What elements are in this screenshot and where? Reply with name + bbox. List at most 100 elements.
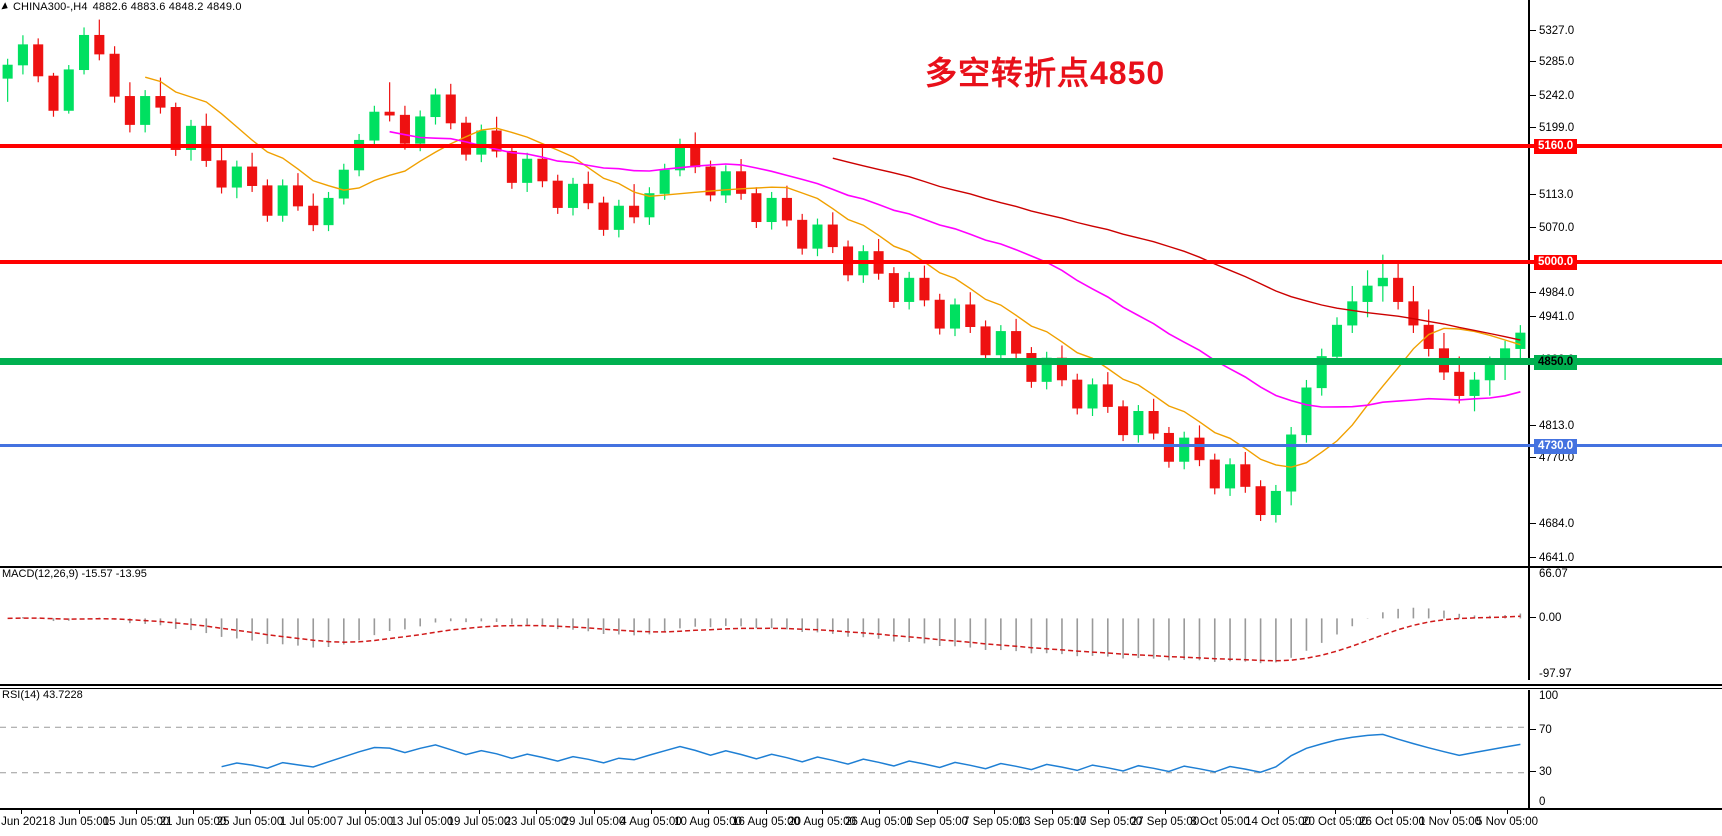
time-tick-label: 25 Jun 05:00	[216, 816, 284, 828]
time-tick-mark	[1278, 810, 1279, 814]
time-tick-label: 10 Aug 05:00	[674, 816, 742, 828]
time-tick-mark	[1450, 810, 1451, 814]
macd-title: MACD(12,26,9) -15.57 -13.95	[2, 568, 147, 580]
time-tick-label: 7 Jul 05:00	[336, 816, 394, 828]
rsi-axis: 100 70 30 0	[1528, 690, 1722, 808]
time-tick-mark	[1507, 810, 1508, 814]
time-tick-mark	[594, 810, 595, 814]
rsi-line	[221, 733, 1521, 773]
time-tick-mark	[422, 810, 423, 814]
macd-signal-line	[7, 615, 1521, 662]
time-tick-label: 1 Jul 05:00	[279, 816, 337, 828]
price-tick: 5199.0	[1530, 122, 1574, 134]
time-tick-label: 14 Oct 05:00	[1245, 816, 1311, 828]
price-tick: 5285.0	[1530, 56, 1574, 68]
macd-svg	[7, 607, 1522, 664]
indicator-tick: -97.97	[1539, 668, 1572, 680]
time-tick-label: 23 Jul 05:00	[504, 816, 568, 828]
time-tick-label: 20 Aug 05:00	[788, 816, 856, 828]
ma-fast-orange	[145, 76, 1521, 468]
time-tick-label: 7 Sep 05:00	[962, 816, 1026, 828]
time-axis[interactable]: Jun 2021 8 Jun 05:00 15 Jun 05:00 21 Jun 05…	[0, 808, 1722, 834]
cursor-arrow-icon	[1, 2, 10, 12]
time-tick-label: 29 Jul 05:00	[562, 816, 626, 828]
time-tick-label: 27 Sep 05:00	[1130, 816, 1200, 828]
time-tick-mark	[1220, 810, 1221, 814]
panel-separator-macd	[0, 566, 1722, 568]
time-tick-label: 13 Jul 05:00	[390, 816, 454, 828]
time-tick-label: 17 Sep 05:00	[1073, 816, 1143, 828]
time-tick-label: 13 Sep 05:00	[1017, 816, 1087, 828]
time-tick-mark	[822, 810, 823, 814]
symbol-label: CHINA300-,H4	[13, 1, 88, 13]
indicator-tick: 0	[1539, 796, 1546, 808]
price-tick: 4684.0	[1530, 518, 1574, 530]
time-tick-label: 15 Jun 05:00	[102, 816, 170, 828]
indicator-tick: 66.07	[1539, 568, 1568, 580]
time-tick-label: 26 Oct 05:00	[1359, 816, 1425, 828]
price-level-line-support-4730[interactable]	[0, 444, 1722, 447]
time-tick-mark	[479, 810, 480, 814]
time-tick-label: Jun 2021	[1, 816, 49, 828]
price-tick: 5242.0	[1530, 90, 1574, 102]
indicator-tick: 0.00	[1530, 612, 1561, 624]
chart-annotation-text: 多空转折点4850	[925, 55, 1166, 91]
price-level-label-support-4730[interactable]: 4730.0	[1534, 438, 1578, 454]
price-tick: 5113.0	[1530, 189, 1573, 201]
time-tick-label: 4 Aug 05:00	[620, 816, 682, 828]
price-tick: 5327.0	[1530, 25, 1574, 37]
price-level-label-resistance-5160[interactable]: 5160.0	[1534, 139, 1578, 154]
ma-mid-magenta	[389, 130, 1521, 408]
price-tick: 4941.0	[1530, 311, 1574, 323]
price-level-label-pivot-4850[interactable]: 4850.0	[1534, 354, 1578, 370]
price-panel: 5327.05285.05242.05199.05113.05070.05027…	[0, 0, 1722, 568]
time-tick-mark	[879, 810, 880, 814]
time-tick-label: 19 Jul 05:00	[447, 816, 511, 828]
rsi-plot-area[interactable]	[0, 690, 1528, 808]
macd-plot-area[interactable]	[0, 568, 1528, 680]
time-tick-mark	[365, 810, 366, 814]
time-tick-label: 20 Oct 05:00	[1302, 816, 1368, 828]
time-tick-mark	[937, 810, 938, 814]
time-tick-mark	[1052, 810, 1053, 814]
rsi-title: RSI(14) 43.7228	[2, 689, 83, 701]
price-level-line-resistance-5160[interactable]	[0, 144, 1722, 148]
price-plot-area[interactable]	[0, 0, 1528, 568]
indicator-tick: 30	[1530, 766, 1552, 778]
price-level-line-pivot-4850[interactable]	[0, 358, 1722, 365]
price-tick: 4770.0	[1530, 452, 1574, 464]
price-tick: 4813.0	[1530, 420, 1574, 432]
macd-axis: 66.07 0.00 -97.97	[1528, 568, 1722, 680]
price-level-line-resistance-5000[interactable]	[0, 260, 1722, 264]
time-tick-label: 8 Oct 05:00	[1190, 816, 1250, 828]
indicator-tick: 100	[1539, 690, 1559, 702]
quote-header: CHINA300-,H4 4882.6 4883.6 4848.2 4849.0	[0, 0, 242, 14]
time-tick-mark	[708, 810, 709, 814]
time-tick-mark	[308, 810, 309, 814]
time-tick-mark	[136, 810, 137, 814]
time-tick-label: 1 Nov 05:00	[1418, 816, 1482, 828]
ma-slow-red	[832, 157, 1521, 341]
panel-separator-rsi	[0, 684, 1722, 686]
time-tick-mark	[21, 810, 22, 814]
time-tick-mark	[651, 810, 652, 814]
time-tick-label: 5 Nov 05:00	[1475, 816, 1539, 828]
time-tick-label: 8 Jun 05:00	[48, 816, 110, 828]
price-tick: 5070.0	[1530, 222, 1574, 234]
ohlc-values: 4882.6 4883.6 4848.2 4849.0	[92, 1, 242, 13]
time-tick-mark	[1108, 810, 1109, 814]
time-tick-mark	[766, 810, 767, 814]
macd-panel: 66.07 0.00 -97.97	[0, 568, 1722, 680]
time-tick-mark	[536, 810, 537, 814]
time-tick-mark	[1165, 810, 1166, 814]
time-tick-mark	[1392, 810, 1393, 814]
price-axis[interactable]: 5327.05285.05242.05199.05113.05070.05027…	[1528, 0, 1722, 568]
price-tick: 4984.0	[1530, 287, 1574, 299]
time-tick-mark	[193, 810, 194, 814]
time-tick-label: 26 Aug 05:00	[845, 816, 913, 828]
panel-separator-rsi-inner	[0, 688, 1722, 689]
time-tick-mark	[79, 810, 80, 814]
time-tick-mark	[250, 810, 251, 814]
price-level-label-resistance-5000[interactable]: 5000.0	[1534, 255, 1578, 270]
